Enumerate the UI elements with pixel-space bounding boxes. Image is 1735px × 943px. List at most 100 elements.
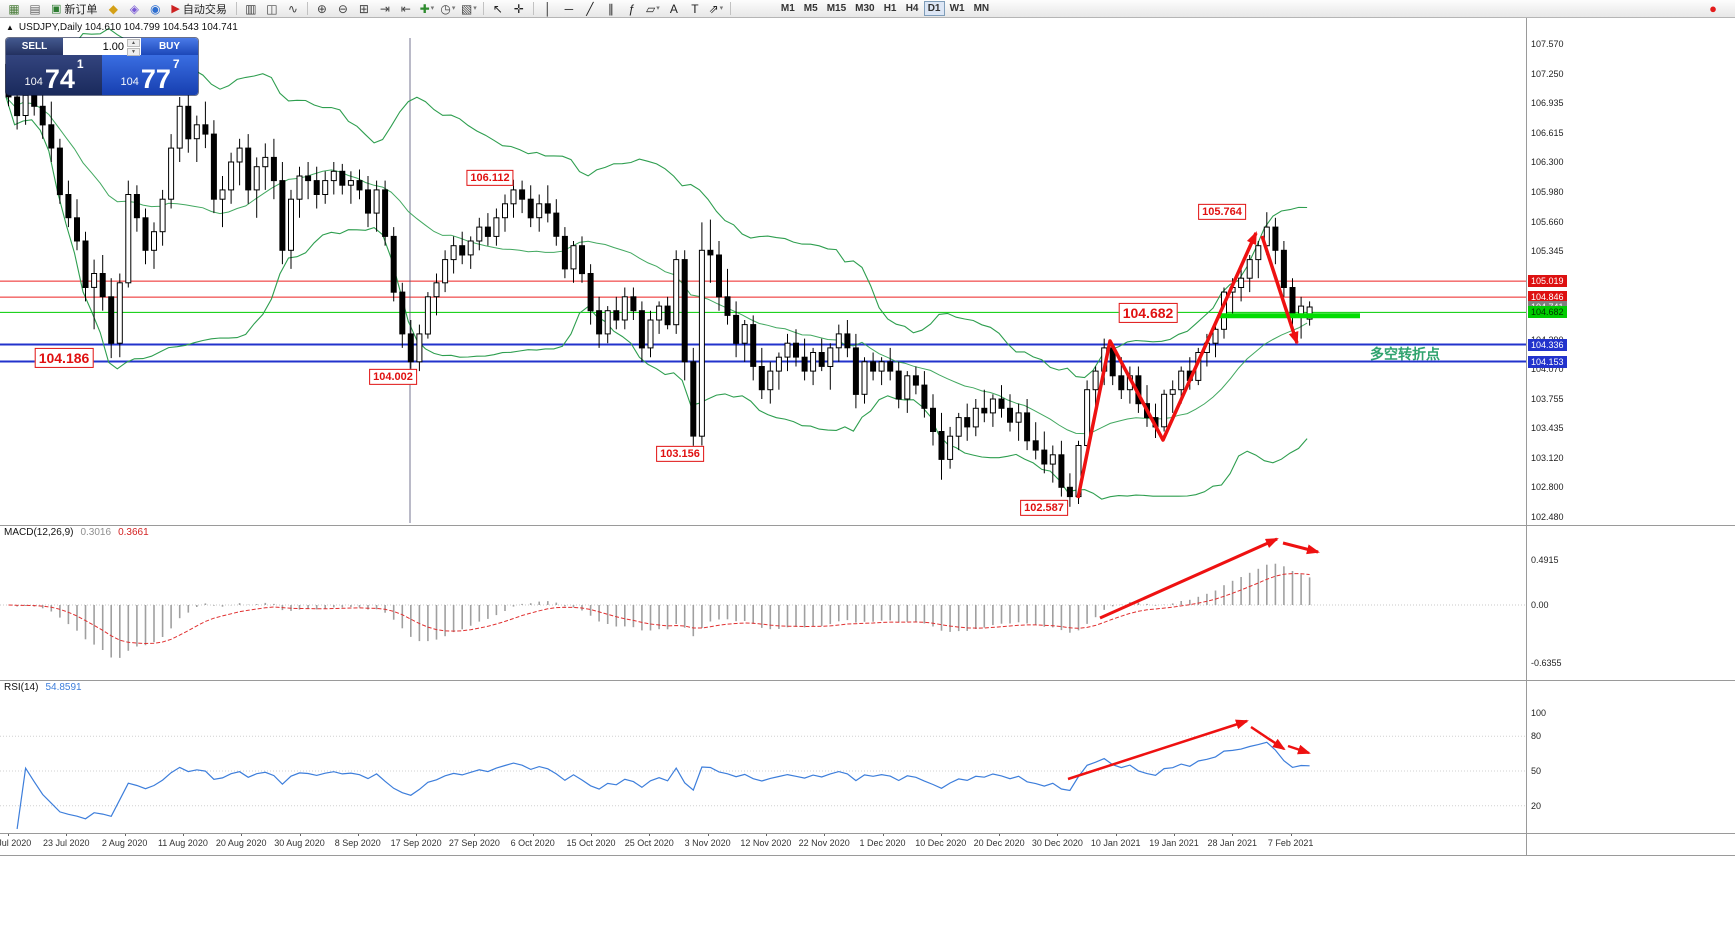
trend-arrow[interactable] bbox=[1287, 744, 1311, 755]
buy-price-display[interactable]: 104 77 7 bbox=[102, 55, 198, 95]
text-icon[interactable]: A bbox=[669, 1, 678, 16]
new-order-button[interactable]: ▣ 新订单 bbox=[46, 1, 102, 17]
time-axis-tick bbox=[1115, 833, 1117, 836]
trend-arrow[interactable] bbox=[1260, 235, 1299, 345]
timeframe-m5-button[interactable]: M5 bbox=[803, 3, 818, 14]
time-axis-label: 19 Jan 2021 bbox=[1149, 838, 1199, 848]
trend-arrow[interactable] bbox=[1282, 541, 1320, 555]
time-axis-tick bbox=[940, 833, 942, 836]
main-chart-plot[interactable] bbox=[0, 18, 1526, 525]
candlestick-type-icon[interactable]: ◫ bbox=[266, 1, 278, 16]
time-axis-tick bbox=[707, 833, 709, 836]
time-axis-label: 11 Aug 2020 bbox=[157, 838, 208, 848]
trend-arrow[interactable] bbox=[1076, 231, 1258, 499]
price-label-annotation[interactable]: 104.682 bbox=[1118, 302, 1178, 324]
sell-button[interactable]: SELL bbox=[6, 38, 63, 55]
timeframe-mn-button[interactable]: MN bbox=[973, 3, 990, 14]
timeframe-m15-button[interactable]: M15 bbox=[826, 3, 847, 14]
periods-menu[interactable]: ◷ ▾ bbox=[440, 1, 456, 16]
timeframe-m1-button[interactable]: M1 bbox=[780, 3, 795, 14]
text-label-icon[interactable]: T bbox=[691, 1, 699, 16]
price-scale-value: 103.120 bbox=[1531, 452, 1564, 463]
volume-value: 1.00 bbox=[102, 40, 124, 53]
timeframe-d1-button[interactable]: D1 bbox=[923, 1, 945, 16]
sell-price-display[interactable]: 104 74 1 bbox=[6, 55, 102, 95]
market-watch-icon[interactable]: ◈ bbox=[129, 1, 140, 16]
price-label-annotation[interactable]: 103.156 bbox=[656, 445, 704, 463]
price-scale-value: 107.250 bbox=[1531, 68, 1564, 79]
metaeditor-icon[interactable]: ◆ bbox=[108, 1, 119, 16]
chart-time-separator bbox=[0, 833, 1735, 834]
timeframe-h4-button[interactable]: H4 bbox=[905, 3, 919, 14]
timeframe-m30-button[interactable]: M30 bbox=[855, 3, 875, 14]
chart-shift-icon[interactable]: ⇤ bbox=[400, 1, 411, 16]
timeframe-h1-button[interactable]: H1 bbox=[883, 3, 897, 14]
trend-arrow[interactable] bbox=[1250, 725, 1286, 751]
crosshair-icon[interactable]: ✛ bbox=[513, 1, 524, 16]
time-axis-label: 17 Sep 2020 bbox=[390, 838, 442, 848]
trendline-icon[interactable]: ╱ bbox=[586, 1, 594, 16]
macd-scale-value: 0.4915 bbox=[1531, 555, 1559, 565]
autotrading-button[interactable]: ▶ 自动交易 bbox=[166, 1, 231, 17]
price-scale-value: 102.800 bbox=[1531, 482, 1564, 493]
timeframe-w1-button[interactable]: W1 bbox=[949, 3, 965, 14]
vertical-line-icon[interactable]: │ bbox=[544, 1, 552, 16]
indicators-menu[interactable]: ✚ ▾ bbox=[419, 1, 435, 16]
macd-indicator-label: MACD(12,26,9) 0.3016 0.3661 bbox=[4, 527, 149, 538]
price-marker-box: 105.019 bbox=[1528, 275, 1567, 288]
navigator-icon[interactable]: ◉ bbox=[150, 1, 161, 16]
fibonacci-icon[interactable]: ƒ bbox=[628, 1, 636, 16]
zoom-in-icon[interactable]: ⊕ bbox=[316, 1, 327, 16]
time-axis-label: 10 Jan 2021 bbox=[1090, 838, 1141, 848]
profiles-icon[interactable]: ▤ bbox=[29, 1, 41, 16]
price-label-annotation[interactable]: 104.002 bbox=[369, 368, 417, 386]
toolbar-right-group: ● bbox=[1703, 1, 1731, 17]
line-chart-type-icon[interactable]: ∿ bbox=[287, 1, 298, 16]
time-axis-tick bbox=[124, 833, 126, 836]
tile-windows-icon[interactable]: ⊞ bbox=[358, 1, 369, 16]
shapes-menu[interactable]: ▱ ▾ bbox=[646, 1, 660, 16]
one-click-top-row: SELL 1.00 ▲ ▼ BUY bbox=[6, 38, 198, 56]
price-label-annotation[interactable]: 105.764 bbox=[1198, 203, 1246, 221]
zoom-out-icon[interactable]: ⊖ bbox=[337, 1, 348, 16]
time-axis-label: 8 Sep 2020 bbox=[334, 838, 381, 848]
trend-arrow[interactable] bbox=[1067, 719, 1249, 781]
time-axis-tick bbox=[299, 833, 301, 836]
toolbar-separator bbox=[235, 2, 237, 15]
price-label-annotation[interactable]: 106.112 bbox=[466, 169, 514, 187]
volume-input[interactable]: 1.00 ▲ ▼ bbox=[63, 38, 141, 56]
toolbar-separator bbox=[482, 2, 484, 15]
bar-chart-type-icon[interactable]: ▥ bbox=[245, 1, 257, 16]
macd-panel[interactable] bbox=[0, 525, 1526, 680]
time-axis[interactable]: 14 Jul 2020 23 Jul 2020 2 Aug 2020 11 Aug 2… bbox=[0, 833, 1526, 855]
buy-button[interactable]: BUY bbox=[141, 38, 198, 55]
one-click-trading-panel: SELL 1.00 ▲ ▼ BUY 104 74 1 104 bbox=[6, 38, 198, 95]
buy-price-sup: 7 bbox=[172, 57, 180, 71]
one-click-collapse-icon[interactable]: ▲ bbox=[6, 23, 14, 32]
price-label-annotation[interactable]: 104.186 bbox=[34, 347, 94, 369]
price-label-annotation[interactable]: 102.587 bbox=[1020, 499, 1068, 517]
new-chart-icon[interactable]: ▦ bbox=[8, 1, 20, 16]
price-marker-box: 104.336 bbox=[1528, 338, 1567, 351]
rsi-panel[interactable] bbox=[0, 680, 1526, 833]
bollinger-middle-band bbox=[5, 96, 1308, 435]
new-order-icon: ▣ bbox=[51, 3, 62, 15]
time-axis-label: 28 Jan 2021 bbox=[1207, 838, 1258, 848]
arrows-menu[interactable]: ⇗ ▾ bbox=[708, 1, 724, 16]
templates-menu[interactable]: ▧ ▾ bbox=[460, 1, 477, 16]
dropdown-caret-icon: ▾ bbox=[473, 5, 477, 12]
auto-scroll-icon[interactable]: ⇥ bbox=[379, 1, 390, 16]
horizontal-line-icon[interactable]: ─ bbox=[564, 1, 574, 16]
cursor-icon[interactable]: ↖ bbox=[492, 1, 503, 16]
chart-note-text[interactable]: 多空转折点 bbox=[1370, 346, 1440, 362]
bollinger-lower-band bbox=[5, 96, 1308, 500]
trend-arrow[interactable] bbox=[1099, 537, 1279, 620]
timeframe-toolbar: M1 M5 M15 M30 H1 H4 D1 W1 MN bbox=[777, 1, 993, 16]
volume-up-button[interactable]: ▲ bbox=[127, 39, 140, 47]
price-scale-value: 103.435 bbox=[1531, 423, 1564, 434]
time-axis-tick bbox=[66, 833, 68, 836]
screen-record-indicator-icon[interactable]: ● bbox=[1709, 1, 1717, 16]
volume-down-button[interactable]: ▼ bbox=[127, 48, 140, 56]
autotrading-icon: ▶ bbox=[171, 3, 180, 15]
equidistant-channel-icon[interactable]: ∥ bbox=[607, 1, 614, 16]
